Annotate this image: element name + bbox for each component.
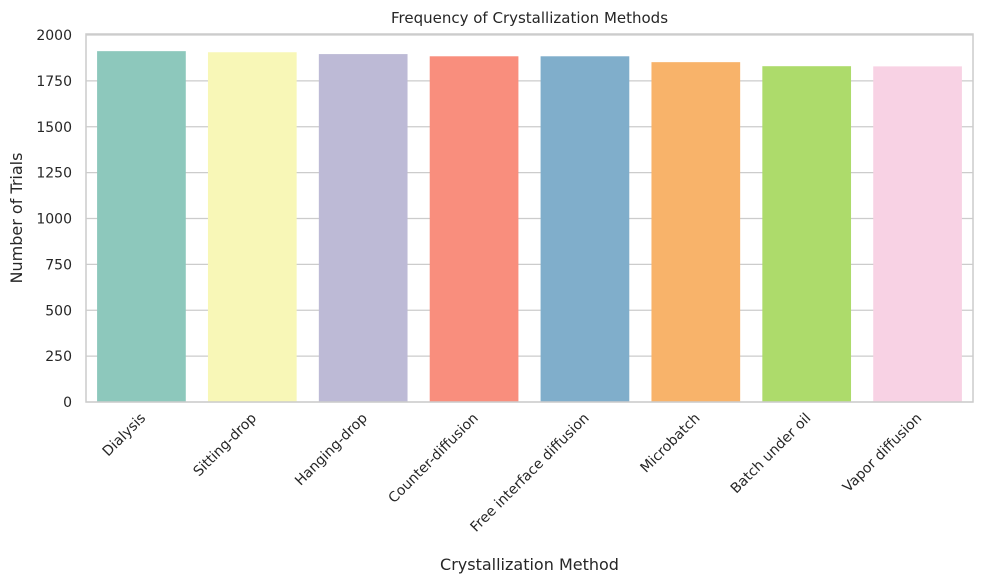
y-tick-label: 0 bbox=[63, 395, 72, 411]
bar bbox=[97, 51, 186, 402]
chart-title: Frequency of Crystallization Methods bbox=[391, 9, 668, 27]
bar bbox=[207, 52, 297, 403]
x-tick-label: Hanging-drop bbox=[292, 410, 371, 489]
x-tick-label: Free interface diffusion bbox=[467, 410, 592, 535]
y-tick-label: 1250 bbox=[36, 166, 72, 182]
y-axis-ticks: 0 250 500 750 1000 1250 1500 1750 2000 bbox=[36, 28, 72, 411]
bar bbox=[318, 54, 408, 403]
y-tick-label: 500 bbox=[45, 303, 72, 319]
x-tick-label: Microbatch bbox=[638, 410, 704, 476]
x-axis-label: Crystallization Method bbox=[440, 555, 619, 574]
bar bbox=[540, 56, 630, 402]
y-tick-label: 2000 bbox=[36, 28, 72, 44]
y-tick-label: 750 bbox=[45, 257, 72, 273]
y-tick-label: 250 bbox=[45, 349, 72, 365]
x-tick-label: Sitting-drop bbox=[190, 410, 260, 480]
x-axis-ticks: Dialysis Sitting-drop Hanging-drop Counter-… bbox=[100, 410, 926, 535]
plot-frame bbox=[85, 33, 974, 403]
y-axis-label: Number of Trials bbox=[7, 153, 26, 284]
x-tick-label: Batch under oil bbox=[728, 410, 815, 497]
y-tick-label: 1000 bbox=[36, 212, 72, 228]
bar bbox=[762, 66, 852, 402]
bars bbox=[97, 51, 962, 403]
bar bbox=[429, 56, 519, 402]
y-tick-label: 1750 bbox=[36, 74, 72, 90]
x-tick-label: Dialysis bbox=[100, 410, 149, 459]
y-tick-label: 1500 bbox=[36, 120, 72, 136]
x-tick-label: Counter-diffusion bbox=[386, 410, 482, 506]
bar bbox=[651, 62, 741, 403]
bar bbox=[873, 66, 962, 402]
x-tick-label: Vapor diffusion bbox=[840, 410, 925, 495]
